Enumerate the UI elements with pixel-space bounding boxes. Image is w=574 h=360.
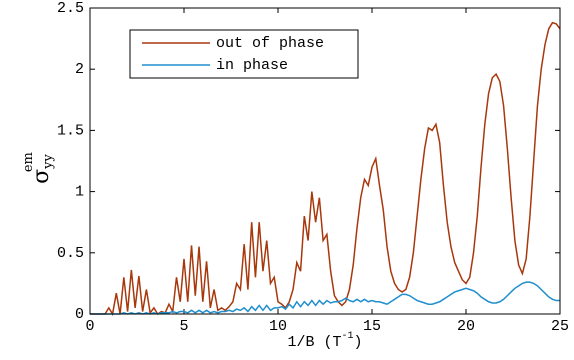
series-line — [90, 281, 560, 315]
y-label-sub: yy — [41, 154, 56, 170]
y-tick-label: 0.5 — [57, 245, 84, 262]
y-tick-label: 2 — [75, 61, 84, 78]
y-tick-label: 0 — [75, 306, 84, 323]
legend-label: in phase — [216, 57, 288, 74]
x-label-sup: -1 — [341, 331, 353, 342]
y-label-symbol: σ — [29, 169, 54, 184]
series-line — [90, 21, 561, 317]
x-tick-label: 10 — [269, 318, 287, 335]
y-label-sup: em — [21, 152, 36, 172]
x-label-main: 1/B (T — [287, 334, 341, 351]
x-tick-label: 25 — [551, 318, 569, 335]
x-axis-label: 1/B (T-1) — [287, 331, 362, 351]
x-tick-label: 0 — [85, 318, 94, 335]
x-label-close: ) — [354, 334, 363, 351]
legend-label: out of phase — [216, 35, 324, 52]
x-tick-label: 20 — [457, 318, 475, 335]
y-tick-label: 2.5 — [57, 0, 84, 17]
x-tick-label: 15 — [363, 318, 381, 335]
y-tick-label: 1.5 — [57, 122, 84, 139]
legend-box — [129, 29, 359, 79]
x-tick-label: 5 — [179, 318, 188, 335]
y-tick-label: 1 — [75, 184, 84, 201]
y-axis-label: σyyem — [21, 152, 56, 184]
plot-frame — [89, 7, 561, 315]
